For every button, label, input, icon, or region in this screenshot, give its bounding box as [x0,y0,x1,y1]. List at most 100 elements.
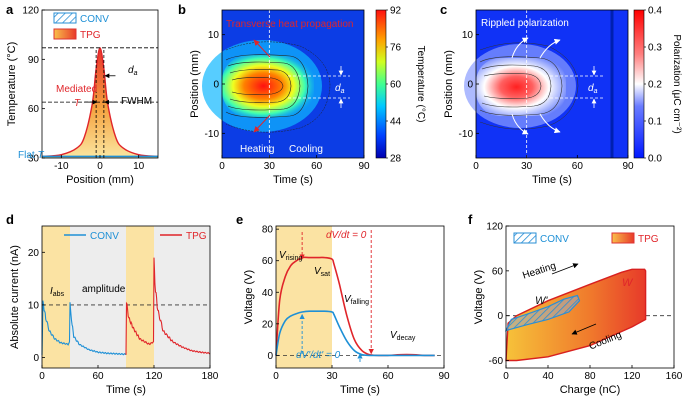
panel-d-legend: CONV TPG [64,231,207,242]
heatmap-b-hotspot [222,55,314,117]
heatmap-b-contour [227,61,301,111]
y-tick-label: 60 [492,266,504,277]
x-tick-label: 90 [358,161,370,172]
y-tick-label: -60 [489,356,504,367]
panel-a-plot-area: -10 0 10 30 60 90 120 Position (mm) Temperature … [6,6,159,186]
annotation-mediated-t: T [74,98,81,109]
x-tick-label: 0 [503,371,509,382]
x-axis-label: Time (s) [106,384,146,396]
legend-label-conv: CONV [90,231,119,242]
x-tick-label: 40 [542,371,554,382]
colorbar-tick-label: 0.4 [648,6,662,17]
annotation-flat: Flat T [18,150,44,161]
ripple-arrow [539,113,561,134]
series-conv [504,294,581,332]
x-tick-label: 30 [264,161,276,172]
cooling-label: Cooling [289,144,323,155]
colorbar-tick-label: 76 [390,43,402,54]
colorbar-polarization-ticks: 0.0 0.1 0.2 0.3 0.4 [644,6,662,165]
ripple-arrow [511,113,529,135]
x-tick-label: -10 [54,161,69,172]
y-tick-label: 120 [486,222,503,233]
y-axis-label: Position (mm) [443,50,455,118]
annotation-w-prime: W' [535,295,548,307]
y-tick-label: 120 [22,6,39,17]
x-tick-label: 0 [219,161,225,172]
annotation-amplitude: amplitude [82,284,126,295]
legend-swatch-conv [53,12,77,24]
annotation-dvdt-blue: dV'/dt' = 0 [296,350,341,361]
x-tick-label: 120 [146,371,163,382]
y-tick-label: 20 [28,248,40,259]
x-tick-label: 60 [382,371,394,382]
legend-label-tpg: TPG [80,30,101,41]
y-tick-label: 0 [467,80,473,91]
y-tick-label: 80 [262,225,274,236]
legend-label-tpg: TPG [186,231,207,242]
panel-a-legend: CONV TPG [53,12,109,41]
legend-label-conv: CONV [80,14,109,25]
colorbar-tick-label: 28 [390,154,402,165]
colorbar-tick-label: 0.1 [648,117,662,128]
heatmap-b-contour [225,54,309,118]
plot-frame [275,225,445,369]
x-tick-label: 30 [521,161,533,172]
legend-label-tpg: TPG [638,234,659,245]
y-tick-label: 10 [208,30,220,41]
tpg-area [42,47,158,158]
ripple-arrow [539,38,561,59]
y-tick-label: 20 [262,319,274,330]
heating-label: Heating [240,144,274,155]
cooling-arrow [571,323,597,335]
panel-b-axes: 0 30 60 90 -10 0 10 Time (s) Position (mm) [189,9,370,186]
colorbar-temperature-ticks: 28 44 60 76 92 [386,6,402,165]
annotation-vrising: Vrising [279,250,303,262]
panel-c-letter: c [440,2,447,17]
rippled-polarization-label: Rippled polarization [481,18,569,29]
x-tick-label: 180 [202,371,219,382]
panel-f-letter: f [468,212,473,227]
panel-d-plot-area: 0 60 120 180 0 10 20 Time (s) Absolute current (… [9,225,219,396]
heatmap-c-contour [481,64,552,108]
x-tick-label: 160 [666,371,682,382]
panel-b-letter: b [178,2,186,17]
x-tick-label: 90 [622,161,634,172]
x-tick-label: 10 [133,161,145,172]
heating-arrow [551,263,579,275]
series-tpg [125,257,211,355]
x-axis-label: Time (s) [532,174,572,186]
colorbar-temperature [375,9,387,159]
x-tick-label: 80 [584,371,596,382]
y-axis-label: Position (mm) [189,50,201,118]
y-tick-label: 90 [28,55,40,66]
panel-d-letter: d [6,212,14,227]
y-axis-label: Voltage (V) [473,270,485,324]
annotation-iabs: Iabs [50,286,65,298]
x-tick-label: 0 [273,371,279,382]
heat-arrow-down [253,114,271,133]
y-tick-label: -10 [205,129,220,140]
legend-swatch-tpg [611,232,635,244]
y-axis-label: Voltage (V) [243,270,255,324]
panel-b: b 0 30 60 90 -10 0 10 Time (s) Position (mm) Tra… [178,2,426,186]
y-tick-label: 0 [213,80,219,91]
colorbar-tick-label: 0.3 [648,43,662,54]
da-label: da [588,83,598,95]
y-tick-label: 0 [267,351,273,362]
legend-label-conv: CONV [540,234,569,245]
y-tick-label: 0 [497,311,503,322]
x-tick-label: 60 [572,161,584,172]
heatmap-c [464,10,628,158]
heatmap-b-contour [231,77,284,95]
colorbar-polarization-label: Polarization (μC cm⁻²) [671,34,682,133]
y-tick-label: 40 [262,288,274,299]
panel-f-legend: CONV TPG [513,232,659,245]
legend-swatch-tpg [53,28,77,40]
heatmap-b-contour [229,69,292,103]
heating-shade [126,226,154,368]
colorbar-temperature-label: Temperature (°C) [415,46,426,123]
annotation-vfalling: Vfalling [344,294,369,306]
y-tick-label: 60 [262,256,274,267]
